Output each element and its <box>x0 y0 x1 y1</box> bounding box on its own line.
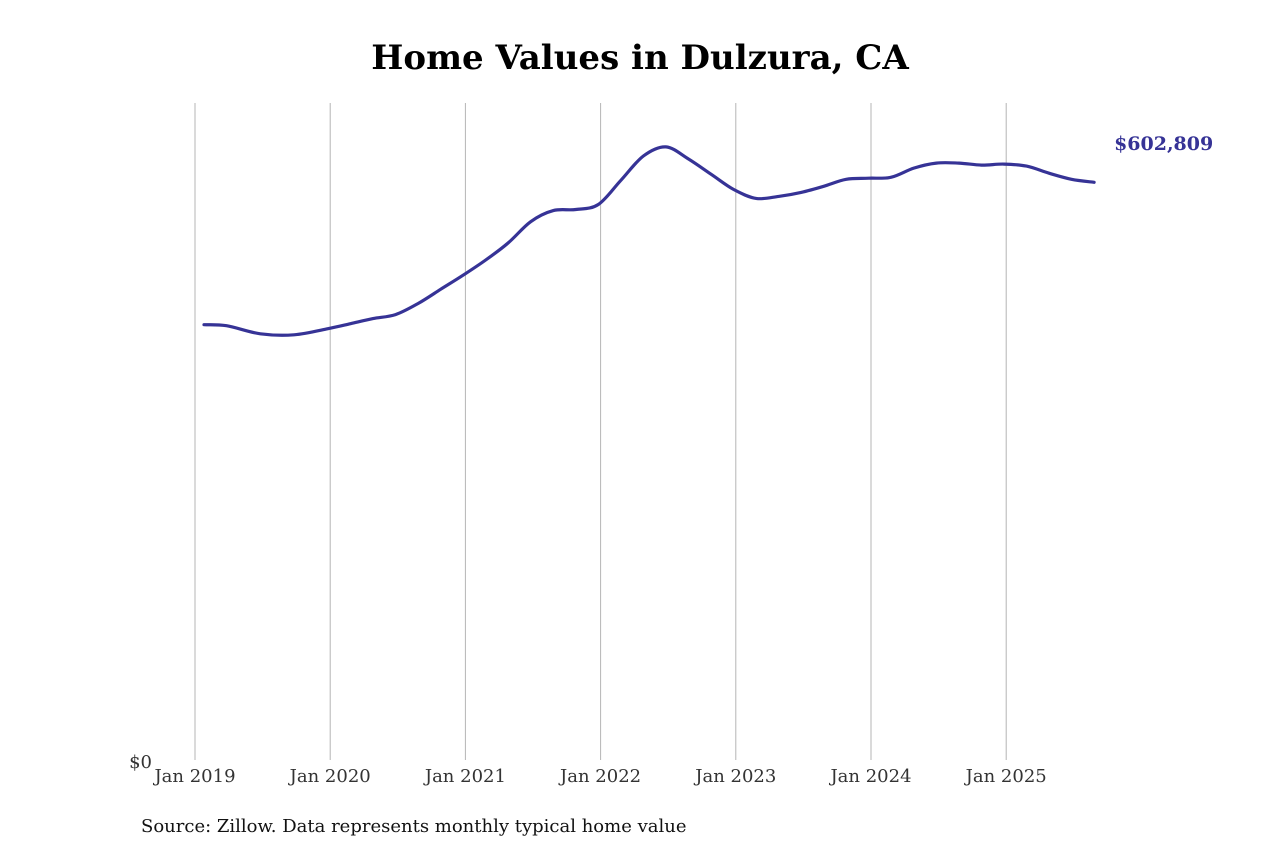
x-tick-label: Jan 2024 <box>828 766 911 787</box>
x-tick-label: Jan 2022 <box>558 766 641 787</box>
x-tick-label: Jan 2023 <box>693 766 776 787</box>
x-tick-label: Jan 2025 <box>964 766 1047 787</box>
series-line-group <box>202 145 1096 337</box>
home-value-line <box>202 145 1096 337</box>
end-value-label: $602,809 <box>1114 133 1213 155</box>
annotation-layer: $602,809 <box>1114 133 1213 155</box>
x-tick-label: Jan 2020 <box>288 766 371 787</box>
y-tick-label: $0 <box>129 752 152 773</box>
x-tick-label: Jan 2021 <box>423 766 506 787</box>
source-note: Source: Zillow. Data represents monthly … <box>141 816 687 837</box>
vertical-gridlines <box>194 103 1007 760</box>
x-axis-tick-labels: Jan 2019 Jan 2020 Jan 2021 Jan 2022 Jan 2023… <box>129 752 1047 787</box>
x-tick-label: Jan 2019 <box>152 766 235 787</box>
chart-title: Home Values in Dulzura, CA <box>371 38 909 78</box>
